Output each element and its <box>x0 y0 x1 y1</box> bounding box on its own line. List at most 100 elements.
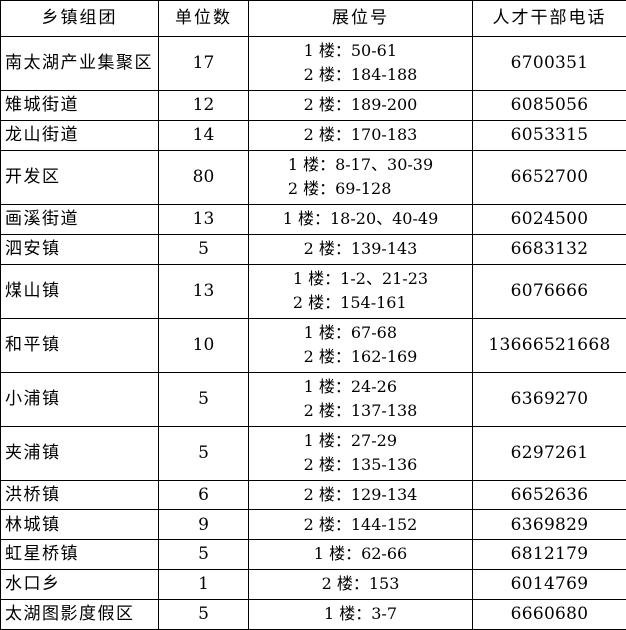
cell-phone: 6812179 <box>472 539 626 571</box>
table-row: 洪桥镇 6 2 楼：129-134 6652636 <box>0 479 626 511</box>
table-body: 南太湖产业集聚区 17 1 楼：50-61 2 楼：184-188 6700351 雉城街… <box>0 35 626 630</box>
booth-line: 2 楼：139-143 <box>303 238 418 258</box>
booth-line: 2 楼：69-128 <box>287 178 392 198</box>
cell-town: 水口乡 <box>0 569 159 601</box>
table-row: 泗安镇 5 2 楼：139-143 6683132 <box>0 233 626 265</box>
cell-town: 虹星桥镇 <box>0 539 159 571</box>
booth-line-group: 2 楼：189-200 <box>304 93 418 117</box>
cell-unit-count: 5 <box>158 233 249 265</box>
cell-booth-numbers: 1 楼：62-66 <box>248 539 473 571</box>
booth-line: 1 楼：67-68 <box>303 322 398 342</box>
cell-town: 泗安镇 <box>0 233 159 265</box>
cell-phone: 6369270 <box>472 371 626 427</box>
cell-booth-numbers: 2 楼：144-152 <box>248 509 473 541</box>
cell-unit-count: 12 <box>158 90 249 121</box>
cell-booth-numbers: 1 楼：27-29 2 楼：135-136 <box>248 425 473 481</box>
booth-line-group: 1 楼：50-61 2 楼：184-188 <box>304 39 418 87</box>
cell-phone: 6076666 <box>472 263 626 319</box>
booth-line: 2 楼：153 <box>321 574 400 594</box>
cell-booth-numbers: 1 楼：3-7 <box>248 599 473 630</box>
cell-booth-numbers: 1 楼：1-2、21-23 2 楼：154-161 <box>248 263 473 319</box>
cell-town: 画溪街道 <box>0 203 159 235</box>
booth-line: 2 楼：129-134 <box>303 484 418 504</box>
table-row: 开发区 80 1 楼：8-17、30-39 2 楼：69-128 6652700 <box>0 149 626 205</box>
cell-unit-count: 6 <box>158 479 249 511</box>
cell-unit-count: 13 <box>158 263 249 319</box>
table-row: 画溪街道 13 1 楼：18-20、40-49 6024500 <box>0 203 626 235</box>
column-header-count: 单位数 <box>158 0 249 37</box>
cell-booth-numbers: 1 楼：50-61 2 楼：184-188 <box>248 35 473 92</box>
cell-unit-count: 13 <box>158 203 249 235</box>
table-header-row: 乡镇组团 单位数 展位号 人才干部电话 <box>0 0 626 37</box>
cell-booth-numbers: 1 楼：18-20、40-49 <box>248 203 473 235</box>
column-header-phone: 人才干部电话 <box>472 0 626 37</box>
cell-town: 龙山街道 <box>0 119 159 151</box>
cell-unit-count: 80 <box>158 149 249 205</box>
booth-line: 2 楼：154-161 <box>292 292 407 312</box>
cell-unit-count: 5 <box>158 425 249 481</box>
booth-line-group: 2 楼：129-134 <box>304 483 418 507</box>
cell-phone: 13666521668 <box>472 317 626 373</box>
cell-phone: 6297261 <box>472 425 626 481</box>
booth-line: 2 楼：162-169 <box>303 346 418 366</box>
cell-unit-count: 17 <box>158 35 249 92</box>
cell-phone: 6369829 <box>472 509 626 541</box>
booth-line: 1 楼：62-66 <box>313 544 408 564</box>
booth-line: 2 楼：144-152 <box>303 514 418 534</box>
booth-line-group: 2 楼：153 <box>322 572 400 596</box>
cell-town: 洪桥镇 <box>0 479 159 511</box>
cell-phone: 6014769 <box>472 569 626 601</box>
cell-booth-numbers: 2 楼：129-134 <box>248 479 473 511</box>
booth-line: 2 楼：137-138 <box>303 400 418 420</box>
cell-booth-numbers: 1 楼：67-68 2 楼：162-169 <box>248 317 473 373</box>
cell-booth-numbers: 1 楼：24-26 2 楼：137-138 <box>248 371 473 427</box>
cell-unit-count: 10 <box>158 317 249 373</box>
table-row: 水口乡 1 2 楼：153 6014769 <box>0 569 626 601</box>
cell-town: 太湖图影度假区 <box>0 599 159 630</box>
cell-phone: 6085056 <box>472 90 626 121</box>
booth-line: 1 楼：18-20、40-49 <box>282 208 439 228</box>
booth-line-group: 2 楼：139-143 <box>304 237 418 261</box>
column-header-town: 乡镇组团 <box>0 0 159 37</box>
table-row: 虹星桥镇 5 1 楼：62-66 6812179 <box>0 539 626 571</box>
booth-line: 1 楼：27-29 <box>303 430 398 450</box>
cell-booth-numbers: 2 楼：139-143 <box>248 233 473 265</box>
cell-phone: 6652636 <box>472 479 626 511</box>
table-row: 太湖图影度假区 5 1 楼：3-7 6660680 <box>0 599 626 630</box>
cell-unit-count: 1 <box>158 569 249 601</box>
cell-phone: 6053315 <box>472 119 626 151</box>
booth-line-group: 2 楼：170-183 <box>304 123 418 147</box>
booth-line: 1 楼：8-17、30-39 <box>287 154 434 174</box>
cell-town: 开发区 <box>0 149 159 205</box>
cell-booth-numbers: 2 楼：170-183 <box>248 119 473 151</box>
booth-line-group: 1 楼：18-20、40-49 <box>283 207 439 231</box>
booth-line: 1 楼：1-2、21-23 <box>292 268 429 288</box>
booth-line: 2 楼：189-200 <box>303 95 418 115</box>
cell-unit-count: 5 <box>158 599 249 630</box>
booth-line-group: 1 楼：8-17、30-39 2 楼：69-128 <box>288 153 433 201</box>
cell-town: 和平镇 <box>0 317 159 373</box>
cell-unit-count: 5 <box>158 539 249 571</box>
table-row: 南太湖产业集聚区 17 1 楼：50-61 2 楼：184-188 6700351 <box>0 35 626 92</box>
booth-line: 2 楼：170-183 <box>303 125 418 144</box>
booth-line-group: 1 楼：67-68 2 楼：162-169 <box>304 321 418 369</box>
cell-town: 煤山镇 <box>0 263 159 319</box>
table-row: 龙山街道 14 2 楼：170-183 6053315 <box>0 119 626 151</box>
booth-line-group: 1 楼：3-7 <box>324 602 397 626</box>
cell-booth-numbers: 2 楼：153 <box>248 569 473 601</box>
table-row: 煤山镇 13 1 楼：1-2、21-23 2 楼：154-161 6076666 <box>0 263 626 319</box>
cell-unit-count: 9 <box>158 509 249 541</box>
cell-town: 夹浦镇 <box>0 425 159 481</box>
cell-unit-count: 5 <box>158 371 249 427</box>
booth-line-group: 1 楼：24-26 2 楼：137-138 <box>304 375 418 423</box>
booth-line-group: 1 楼：1-2、21-23 2 楼：154-161 <box>293 267 428 315</box>
booth-line-group: 1 楼：27-29 2 楼：135-136 <box>304 429 418 477</box>
table-row: 和平镇 10 1 楼：67-68 2 楼：162-169 13666521668 <box>0 317 626 373</box>
booth-line: 2 楼：135-136 <box>303 454 418 474</box>
booth-line: 1 楼：24-26 <box>303 376 398 396</box>
cell-town: 林城镇 <box>0 509 159 541</box>
cell-phone: 6660680 <box>472 599 626 630</box>
cell-booth-numbers: 1 楼：8-17、30-39 2 楼：69-128 <box>248 149 473 205</box>
cell-town: 小浦镇 <box>0 371 159 427</box>
